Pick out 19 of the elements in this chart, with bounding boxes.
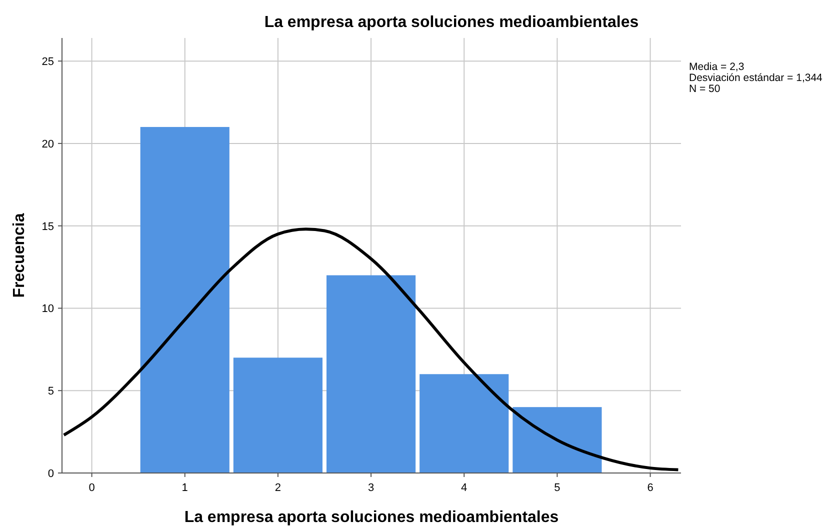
chart-title: La empresa aporta soluciones medioambientales [264, 14, 639, 31]
x-tick-label: 1 [182, 482, 188, 494]
y-tick-label: 0 [48, 468, 54, 480]
y-tick-label: 10 [42, 303, 54, 316]
x-tick-label: 5 [554, 482, 560, 494]
text: Media = 2,3 [689, 61, 744, 73]
x-tick-label: 4 [461, 482, 468, 494]
y-tick-label: 25 [42, 56, 54, 68]
y-tick-label: 5 [48, 386, 54, 398]
x-tick-label: 0 [88, 482, 95, 494]
x-tick-label: 3 [368, 482, 374, 494]
x-tick-label: 2 [274, 482, 282, 494]
x-axis-title: La empresa aporta soluciones medioambientales [184, 509, 559, 526]
text: N = 50 [689, 83, 720, 95]
x-tick-label: 6 [647, 482, 654, 494]
y-tick-label: 20 [42, 138, 54, 150]
y-axis-title: Frecuencia [11, 213, 28, 298]
text: Desviación estándar = 1,344 [689, 72, 823, 84]
y-tick-label: 15 [42, 220, 54, 233]
